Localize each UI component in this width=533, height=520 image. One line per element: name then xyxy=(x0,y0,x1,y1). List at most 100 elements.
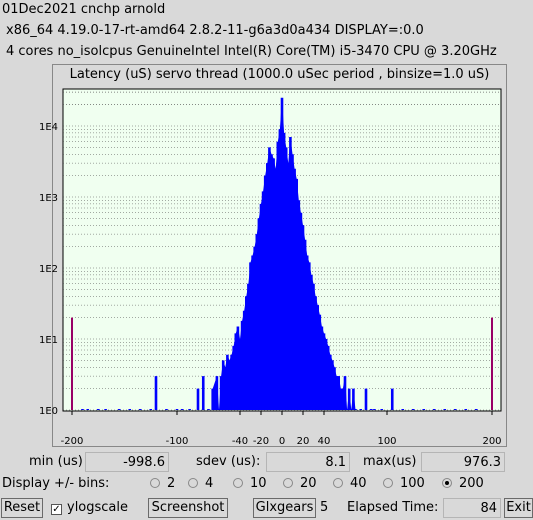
histogram-bar xyxy=(369,409,373,410)
histogram-bar xyxy=(443,409,447,410)
x-tick-label: 0 xyxy=(279,436,285,447)
bins-label: Display +/- bins: xyxy=(2,476,110,491)
histogram-bar xyxy=(266,163,269,410)
histogram-bar xyxy=(373,409,376,410)
histogram-bar xyxy=(234,333,238,410)
elapsed-time-label: Elapsed Time: xyxy=(347,500,439,515)
histogram-bar xyxy=(175,409,179,410)
histogram-bar xyxy=(86,409,90,410)
histogram-bar-edge xyxy=(491,317,493,410)
exit-button[interactable]: Exit xyxy=(504,498,533,518)
histogram-bar xyxy=(347,388,351,410)
radio-indicator xyxy=(188,478,198,488)
histogram-bar xyxy=(359,409,363,410)
histogram-bar xyxy=(272,158,275,410)
histogram-bar xyxy=(331,360,334,410)
ylogscale-checkbox[interactable]: ✓ xyxy=(51,504,62,515)
bins-radio-4[interactable]: 4 xyxy=(188,475,213,493)
histogram-bar xyxy=(291,154,294,410)
x-tick-label: 200 xyxy=(482,436,501,447)
histogram-bar xyxy=(274,168,277,410)
histogram-bar xyxy=(287,163,290,410)
histogram-bar xyxy=(149,409,153,410)
histogram-bar xyxy=(343,376,347,410)
histogram-bar xyxy=(364,388,368,410)
y-tick-label: 1E0 xyxy=(39,406,58,417)
sdev-value-field: 8.1 xyxy=(266,452,350,472)
bins-option-label: 20 xyxy=(300,476,317,491)
glxgears-count: 5 xyxy=(320,500,329,515)
bins-radio-10[interactable]: 10 xyxy=(233,475,267,493)
histogram-bar xyxy=(255,234,259,410)
bins-radio-100[interactable]: 100 xyxy=(383,475,425,493)
histogram-bar xyxy=(282,132,286,410)
histogram-bar xyxy=(350,409,353,410)
histogram-bar xyxy=(305,255,309,410)
histogram-bar xyxy=(236,326,240,410)
histogram-bar xyxy=(339,388,343,410)
histogram-bar xyxy=(251,255,254,410)
ylogscale-label: ylogscale xyxy=(67,500,129,515)
histogram-bar xyxy=(278,129,282,410)
histogram-bar xyxy=(333,367,336,410)
histogram-bar xyxy=(422,409,426,410)
histogram-bar xyxy=(224,367,227,410)
bins-option-label: 200 xyxy=(459,476,484,491)
histogram-bar xyxy=(219,376,223,410)
x-tick-label: 40 xyxy=(318,436,331,447)
histogram-bar xyxy=(276,141,280,410)
histogram-bar xyxy=(245,296,248,410)
bins-option-label: 4 xyxy=(205,476,214,491)
histogram-bar xyxy=(380,409,384,410)
reset-button[interactable]: Reset xyxy=(1,498,43,518)
histogram-bar xyxy=(228,360,231,410)
y-tick-label: 1E2 xyxy=(39,264,58,275)
histogram-bar-edge xyxy=(71,317,73,410)
cpu-info-line: 4 cores no_isolcpus GenuineIntel Intel(R… xyxy=(6,44,497,59)
bins-option-label: 2 xyxy=(167,476,176,491)
min-label: min (us) xyxy=(29,454,83,469)
ylogscale-toggle[interactable]: ✓ ylogscale xyxy=(51,498,128,518)
histogram-bar xyxy=(301,225,305,410)
y-tick-label: 1E4 xyxy=(39,122,58,133)
histogram-bar xyxy=(240,320,244,410)
bins-radio-20[interactable]: 20 xyxy=(283,475,317,493)
histogram-bar xyxy=(188,409,191,410)
radio-indicator-selected xyxy=(442,478,452,488)
screenshot-button[interactable]: Screenshot xyxy=(148,498,228,518)
sdev-label: sdev (us): xyxy=(196,454,261,469)
histogram-bar xyxy=(104,409,107,410)
histogram-bar xyxy=(257,218,261,410)
histogram-bar xyxy=(297,200,301,410)
kernel-info-line: x86_64 4.19.0-17-rt-amd64 2.8.2-11-g6a3d… xyxy=(6,23,424,38)
histogram-bar xyxy=(242,310,246,410)
histogram-bar xyxy=(326,345,330,410)
bins-radio-2[interactable]: 2 xyxy=(150,475,175,493)
histogram-bar xyxy=(263,175,267,410)
histogram-bar xyxy=(211,388,214,410)
histogram-bar xyxy=(401,409,405,410)
date-host-line: 01Dec2021 cnchp arnold xyxy=(2,2,166,17)
radio-indicator xyxy=(283,478,293,488)
y-tick-label: 1E3 xyxy=(39,193,58,204)
histogram-bar xyxy=(96,409,100,410)
histogram-bar xyxy=(432,409,436,410)
glxgears-button[interactable]: Glxgears xyxy=(253,498,316,518)
histogram-bar xyxy=(320,326,324,410)
histogram-bar xyxy=(293,168,296,410)
bins-radio-40[interactable]: 40 xyxy=(333,475,367,493)
histogram-bar xyxy=(232,345,235,410)
bins-radio-200[interactable]: 200 xyxy=(442,475,484,493)
histogram-bar xyxy=(390,388,394,410)
x-tick-label: 100 xyxy=(377,436,396,447)
histogram-bar xyxy=(308,262,311,410)
histogram-bar xyxy=(341,388,345,410)
histogram-title: Latency (uS) servo thread (1000.0 uSec p… xyxy=(69,67,490,82)
histogram-bar xyxy=(215,376,219,410)
x-tick-label: -100 xyxy=(166,436,189,447)
histogram-bar xyxy=(81,409,84,410)
histogram-bar xyxy=(253,246,256,410)
histogram-bar xyxy=(411,409,415,410)
histogram-bar xyxy=(207,409,210,410)
histogram-bar xyxy=(337,376,340,410)
